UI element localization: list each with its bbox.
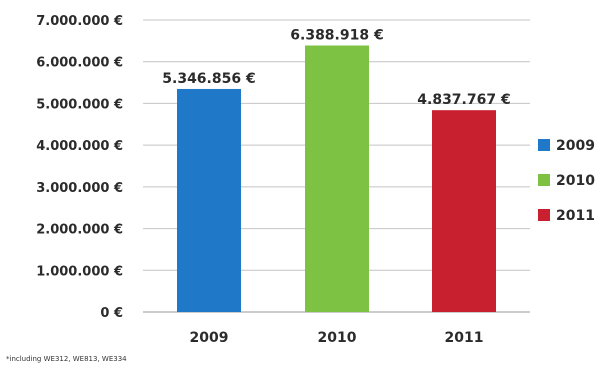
- footnote: *including WE312, WE813, WE334: [6, 355, 127, 363]
- legend-swatch-2009: [538, 139, 550, 151]
- legend-label: 2010: [556, 173, 595, 189]
- bar-2009: [177, 88, 241, 313]
- y-tick-label: 2.000.000 €: [36, 223, 123, 238]
- y-tick-label: 5.000.000 €: [36, 97, 123, 112]
- y-tick-label: 0 €: [100, 306, 123, 321]
- x-tick-label: 2009: [190, 330, 229, 346]
- legend-swatch-2011: [538, 209, 550, 221]
- x-tick-label: 2010: [318, 330, 357, 346]
- legend-label: 2009: [556, 138, 595, 154]
- legend-label: 2011: [556, 208, 595, 224]
- data-label: 5.346.856 €: [162, 71, 255, 87]
- x-tick-label: 2011: [445, 330, 484, 346]
- y-tick-label: 4.000.000 €: [36, 139, 123, 154]
- bar-2010: [305, 45, 369, 313]
- data-label: 6.388.918 €: [290, 27, 383, 43]
- y-tick-label: 3.000.000 €: [36, 181, 123, 196]
- bar-2011: [432, 110, 496, 312]
- legend-swatch-2010: [538, 174, 550, 186]
- data-label: 4.837.767 €: [417, 92, 510, 108]
- y-tick-label: 6.000.000 €: [36, 56, 123, 71]
- y-tick-label: 7.000.000 €: [36, 14, 123, 29]
- y-tick-label: 1.000.000 €: [36, 264, 123, 279]
